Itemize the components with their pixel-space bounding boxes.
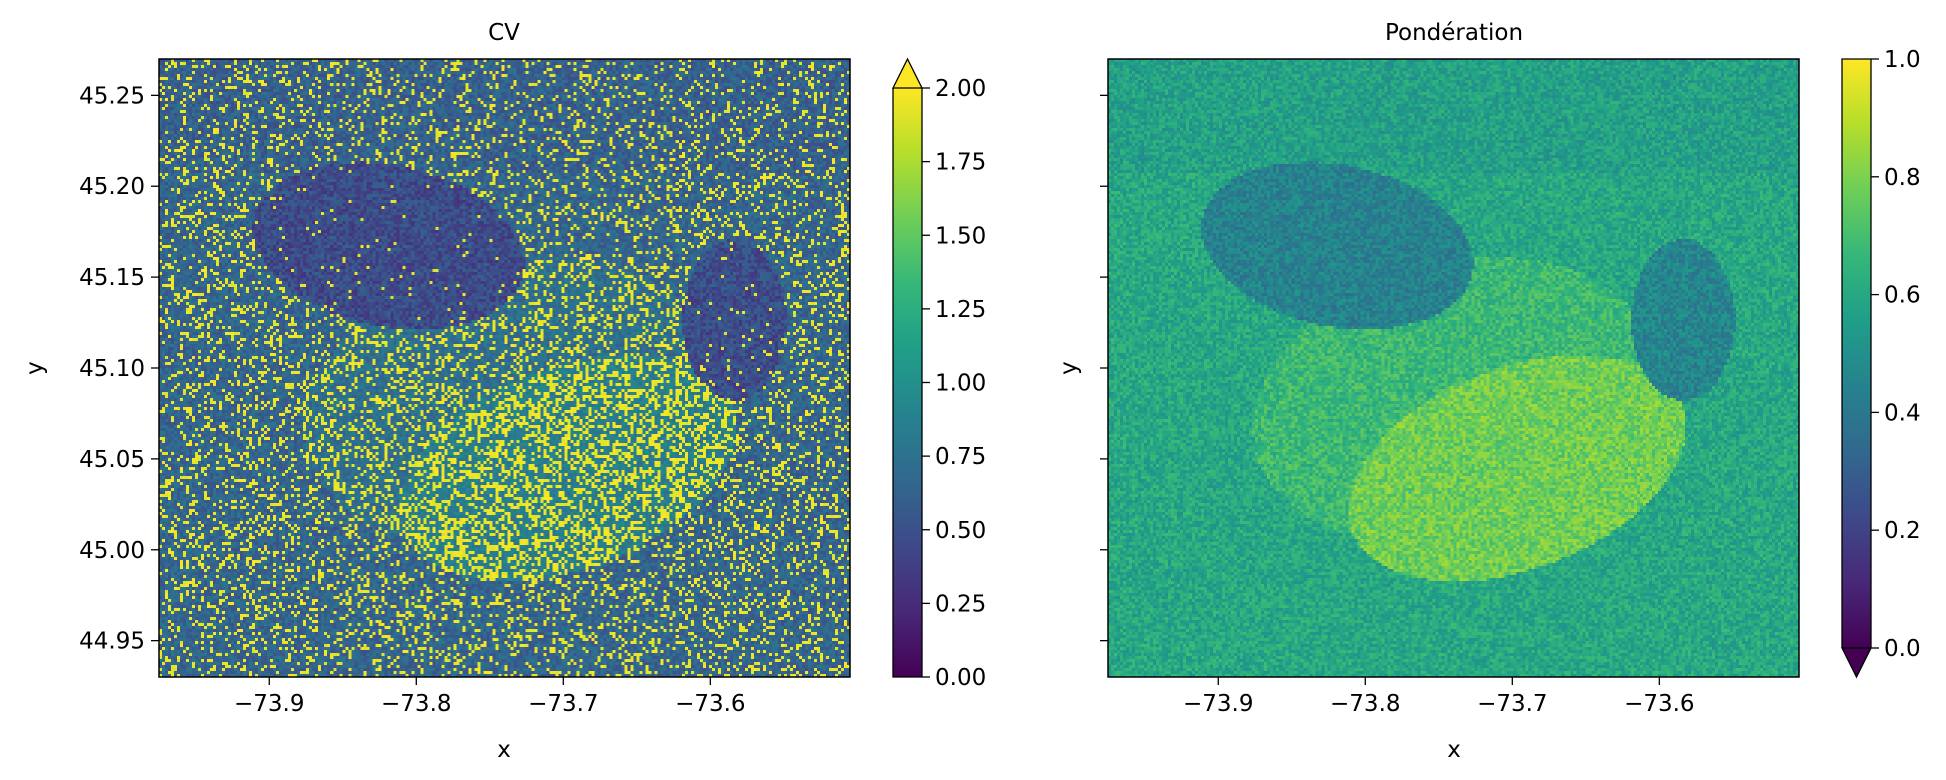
x-tick-label: −73.8 (381, 691, 451, 717)
panel-title: CV (488, 20, 520, 46)
colorbar-gradient (1842, 59, 1871, 648)
panel-cv: CV −73.9 −73.8 −73.7 −73.6 44.9545.0045.054… (22, 20, 986, 763)
x-tick-label: −73.9 (234, 691, 304, 717)
panel-title: Pondération (1385, 20, 1523, 46)
colorbar-ticks: 0.00 0.25 0.50 0.75 1.00 1.25 1.50 1.75 2.00 (922, 76, 986, 691)
colorbar-tick-label: 0.0 (1884, 636, 1921, 662)
colorbar-ticks: 0.0 0.2 0.4 0.6 0.8 1.0 (1871, 47, 1921, 662)
y-axis (1100, 94, 1108, 642)
y-axis-label: y (22, 361, 48, 375)
colorbar-extend-max (891, 57, 924, 89)
colorbar-extend-min (1840, 647, 1873, 679)
colorbar-tick-label: 1.00 (935, 371, 986, 397)
colorbar-tick-label: 0.75 (935, 444, 986, 470)
y-tick-label: 45.20 (79, 174, 145, 200)
colorbar-tick-label: 0.50 (935, 518, 986, 544)
colorbar-tick-label: 2.00 (935, 76, 986, 102)
x-axis: −73.9 −73.8 −73.7 −73.6 (234, 677, 746, 717)
y-tick-label: 45.10 (79, 356, 145, 382)
colorbar-tick-label: 1.25 (935, 297, 986, 323)
colorbar-tick-label: 0.4 (1884, 400, 1921, 426)
x-tick-label: −73.9 (1183, 691, 1253, 717)
colorbar-tick-label: 1.0 (1884, 47, 1921, 73)
x-axis-label: x (497, 737, 511, 763)
y-tick-label: 45.05 (79, 447, 145, 473)
y-axis: 44.95 45.00 45.05 45.10 45.15 45.20 45.25 (79, 83, 159, 655)
colorbar-tick-label: 0.6 (1884, 283, 1921, 309)
y-axis-label: y (1056, 361, 1082, 375)
colorbar-tick-label: 1.75 (935, 150, 986, 176)
y-tick-label: 45.25 (79, 83, 145, 109)
x-tick-label: −73.7 (528, 691, 598, 717)
y-tick-label: 45.00 (79, 538, 145, 564)
colorbar-tick-label: 0.00 (935, 665, 986, 691)
panel-ponderation: Pondération −73.9 −73.8 −73.7 −73.6 x y 0.0… (1056, 20, 1921, 763)
colorbar-tick-label: 0.25 (935, 591, 986, 617)
heatmap-image (1108, 59, 1799, 677)
colorbar: 0.00 0.25 0.50 0.75 1.00 1.25 1.50 1.75 2.00 (891, 57, 986, 691)
heatmap-image (159, 59, 850, 677)
colorbar-gradient (893, 88, 922, 677)
colorbar-tick-label: 0.2 (1884, 518, 1921, 544)
colorbar-tick-label: 1.50 (935, 223, 986, 249)
colorbar-outline (1841, 58, 1872, 648)
heatmap-raster (159, 59, 850, 677)
colorbar-tick-label: 0.8 (1884, 165, 1921, 191)
x-tick-label: −73.7 (1477, 691, 1547, 717)
y-tick-label: 45.15 (79, 265, 145, 291)
x-axis: −73.9 −73.8 −73.7 −73.6 (1183, 677, 1695, 717)
x-tick-label: −73.8 (1330, 691, 1400, 717)
x-tick-label: −73.6 (1624, 691, 1694, 717)
x-axis-label: x (1447, 737, 1461, 763)
heatmap-raster (1108, 59, 1799, 677)
y-tick-label: 44.95 (79, 629, 145, 655)
colorbar: 0.0 0.2 0.4 0.6 0.8 1.0 (1840, 47, 1921, 679)
x-tick-label: −73.6 (675, 691, 745, 717)
